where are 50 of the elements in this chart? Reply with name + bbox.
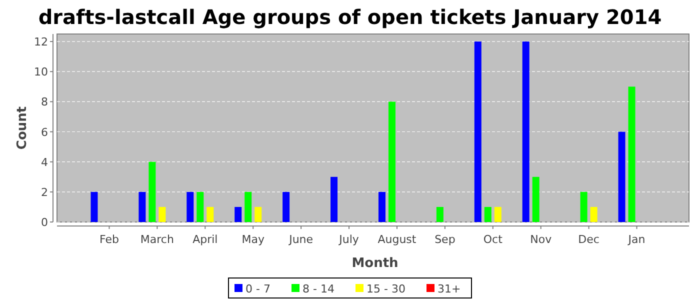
bar [522, 42, 530, 222]
x-tick-label: April [192, 233, 218, 246]
bar [580, 192, 588, 222]
legend-label: 15 - 30 [366, 282, 406, 296]
y-tick-label: 12 [34, 36, 48, 49]
y-tick-label: 2 [41, 186, 48, 199]
chart-title: drafts-lastcall Age groups of open tickets January 2014 [38, 5, 662, 29]
bar [436, 206, 444, 222]
bar [234, 206, 242, 222]
bar [628, 86, 636, 222]
bar [330, 176, 338, 222]
x-tick-label: March [140, 233, 174, 246]
x-tick-label: Feb [99, 233, 119, 246]
legend-label: 8 - 14 [302, 282, 334, 296]
x-tick-label: Jan [627, 233, 646, 246]
legend-label: 31+ [438, 282, 461, 296]
bar [484, 206, 492, 222]
bar [206, 206, 214, 222]
x-tick-label: June [288, 233, 314, 246]
bar [388, 102, 396, 222]
bar [158, 206, 166, 222]
bar [254, 206, 262, 222]
x-axis-title: Month [352, 256, 398, 271]
y-axis-title: Count [15, 106, 30, 150]
bar [148, 162, 156, 222]
x-tick-label: May [242, 233, 265, 246]
bar [474, 42, 482, 222]
x-tick-label: July [338, 233, 360, 246]
bar [244, 192, 252, 222]
x-tick-label: Nov [530, 233, 552, 246]
x-tick-label: Oct [483, 233, 504, 246]
x-tick-label: Sep [434, 233, 456, 246]
bar [618, 132, 626, 222]
bar [186, 192, 194, 222]
bar [90, 192, 98, 222]
y-tick-label: 6 [41, 126, 48, 139]
bar [196, 192, 204, 222]
legend-label: 0 - 7 [246, 282, 270, 296]
bar [378, 192, 386, 222]
bar [138, 192, 146, 222]
y-tick-label: 10 [34, 66, 48, 79]
bar [532, 176, 540, 222]
bar [282, 192, 290, 222]
y-tick-label: 0 [41, 216, 48, 229]
x-tick-label: August [378, 233, 417, 246]
y-tick-label: 8 [41, 96, 48, 109]
bar [494, 206, 502, 222]
y-tick-label: 4 [41, 156, 48, 169]
x-tick-label: Dec [578, 233, 600, 246]
bar [590, 206, 598, 222]
